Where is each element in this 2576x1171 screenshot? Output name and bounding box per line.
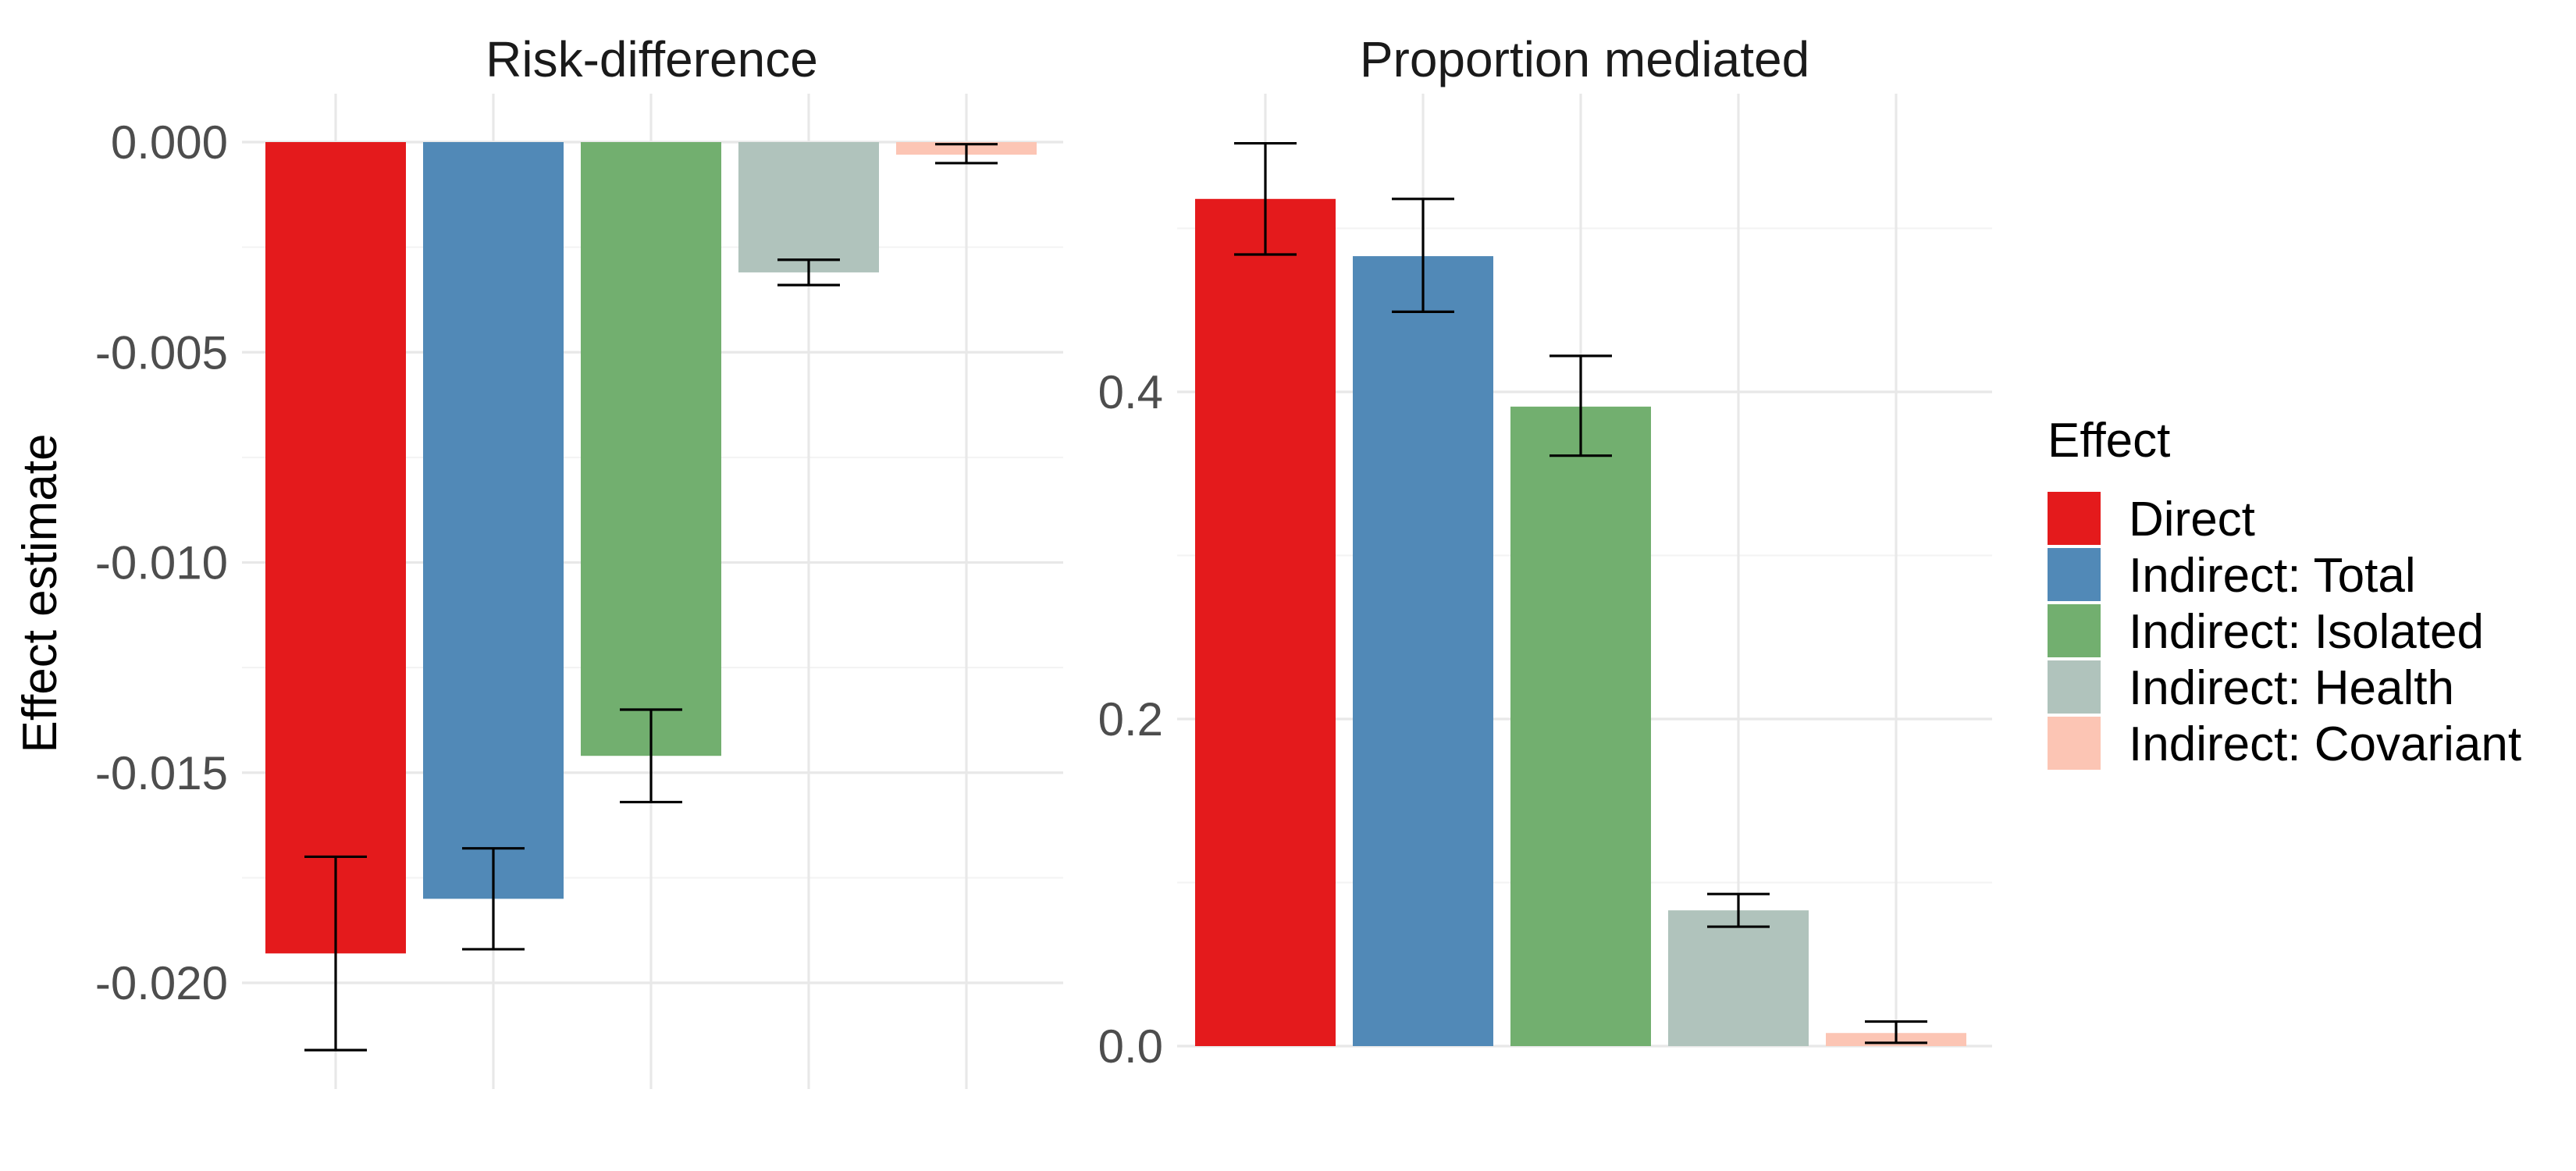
y-tick-label: -0.005 bbox=[95, 326, 228, 379]
pm-error-bar-5 bbox=[1865, 1020, 1927, 1045]
y-tick-label: 0.4 bbox=[1098, 366, 1163, 418]
legend-title: Effect bbox=[2048, 414, 2170, 468]
risk-difference-title: Risk-difference bbox=[486, 31, 818, 87]
pm-bar-4 bbox=[1668, 910, 1809, 1046]
legend-swatch bbox=[2048, 604, 2101, 657]
rd-error-bar-3 bbox=[620, 708, 682, 804]
legend-label: Indirect: Covariant bbox=[2129, 717, 2521, 771]
legend-item: Indirect: Isolated bbox=[2048, 604, 2484, 659]
legend-swatch bbox=[2048, 660, 2101, 714]
y-tick-label: 0.2 bbox=[1098, 693, 1163, 746]
y-tick-label: -0.020 bbox=[95, 957, 228, 1009]
rd-bar-2 bbox=[423, 142, 564, 899]
pm-error-bar-4 bbox=[1707, 892, 1770, 928]
legend-swatch bbox=[2048, 548, 2101, 601]
y-tick-label: -0.010 bbox=[95, 537, 228, 589]
legend-item: Indirect: Total bbox=[2048, 548, 2416, 603]
legend-item: Indirect: Covariant bbox=[2048, 717, 2521, 771]
rd-error-bar-5 bbox=[935, 143, 998, 165]
pm-error-bar-1 bbox=[1234, 141, 1297, 256]
pm-error-bar-2 bbox=[1392, 198, 1454, 313]
proportion-mediated-panel: 0.0 0.2 0.4 Proportion mediated bbox=[1098, 31, 1992, 1073]
rd-bar-1 bbox=[265, 142, 406, 954]
rd-error-bar-2 bbox=[462, 847, 525, 951]
legend-label: Direct bbox=[2129, 493, 2255, 546]
y-tick-label: -0.015 bbox=[95, 747, 228, 799]
risk-difference-panel: 0.000 -0.005 -0.010 -0.015 -0.020 Risk-diffe… bbox=[95, 31, 1063, 1089]
rd-bar-4 bbox=[738, 142, 879, 272]
pm-error-bar-3 bbox=[1550, 354, 1612, 457]
pm-bar-3 bbox=[1510, 406, 1651, 1046]
proportion-mediated-title: Proportion mediated bbox=[1360, 31, 1809, 87]
legend-label: Indirect: Isolated bbox=[2129, 605, 2484, 659]
y-tick-label: 0.0 bbox=[1098, 1020, 1163, 1073]
y-axis-title: Effect estimate bbox=[13, 434, 67, 753]
legend-label: Indirect: Health bbox=[2129, 661, 2454, 715]
pm-bar-1 bbox=[1195, 198, 1336, 1046]
rd-error-bar-1 bbox=[304, 855, 367, 1052]
legend-label: Indirect: Total bbox=[2129, 549, 2416, 603]
legend-item: Indirect: Health bbox=[2048, 660, 2454, 715]
pm-bar-2 bbox=[1353, 256, 1493, 1046]
legend-swatch bbox=[2048, 492, 2101, 545]
rd-error-bar-4 bbox=[777, 258, 840, 287]
rd-bar-3 bbox=[581, 142, 721, 756]
legend-swatch bbox=[2048, 717, 2101, 770]
legend-item: Direct bbox=[2048, 492, 2255, 546]
y-tick-label: 0.000 bbox=[111, 116, 228, 169]
